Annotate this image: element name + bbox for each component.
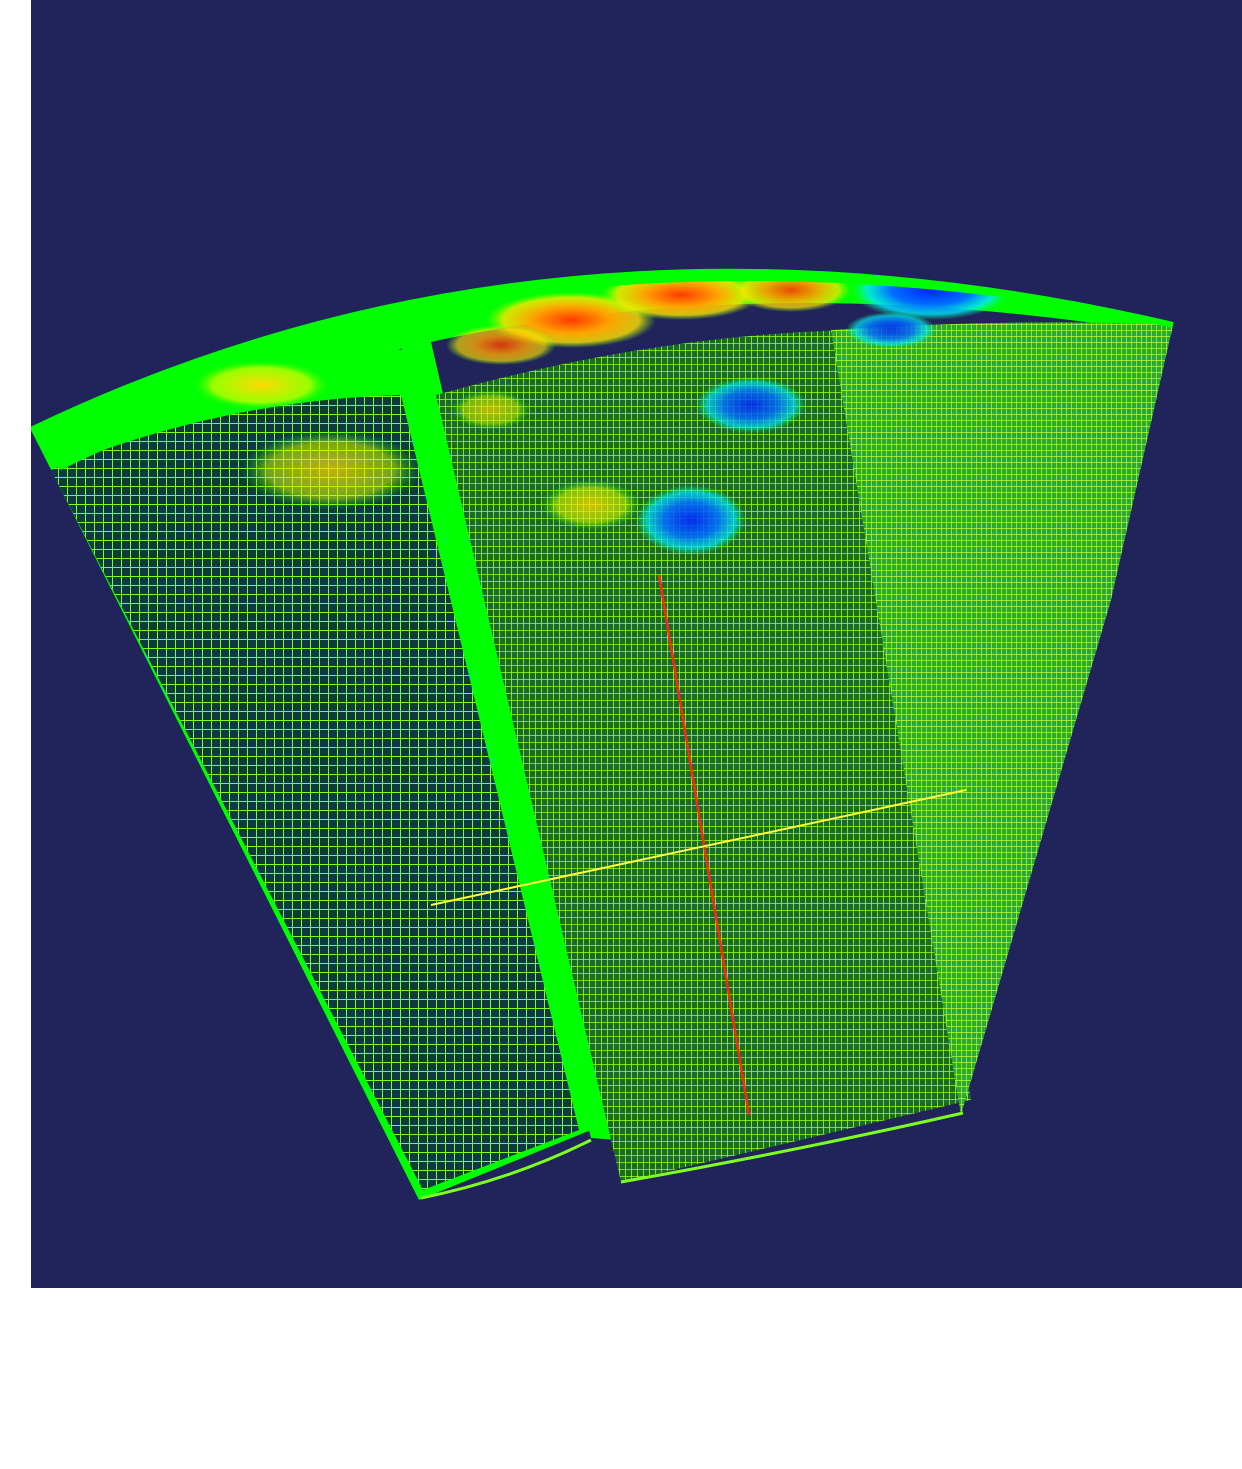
yellow-axis-line bbox=[430, 789, 967, 906]
right-bottom-edge bbox=[620, 1111, 964, 1184]
sector-gap-wall bbox=[401, 342, 616, 1140]
cold-anomaly-1 bbox=[851, 280, 1011, 320]
left-margin bbox=[0, 0, 31, 1288]
warm-anomaly-3 bbox=[541, 480, 641, 530]
cold-anomaly-3 bbox=[696, 377, 806, 433]
red-axis-line bbox=[657, 574, 751, 1116]
right-mesh-panel bbox=[831, 322, 1173, 1116]
bottom-margin bbox=[0, 1288, 1242, 1469]
left-mesh-panel bbox=[51, 395, 579, 1190]
left-bottom-edge bbox=[420, 1138, 592, 1200]
warm-anomaly-2 bbox=[241, 430, 421, 510]
warm-anomaly-1 bbox=[191, 360, 331, 410]
warm-anomaly-4 bbox=[451, 390, 531, 430]
cold-anomaly-4 bbox=[636, 485, 746, 555]
middle-mesh-panel bbox=[436, 330, 971, 1182]
3d-viewport[interactable] bbox=[31, 0, 1242, 1288]
anomaly-layer bbox=[191, 280, 1011, 555]
hot-anomaly-4 bbox=[446, 325, 556, 365]
mesh-render-canvas[interactable] bbox=[31, 0, 1242, 1288]
shell-top-edge bbox=[31, 268, 1174, 433]
hot-anomaly-3 bbox=[731, 280, 851, 312]
cold-anomaly-2 bbox=[846, 312, 936, 348]
